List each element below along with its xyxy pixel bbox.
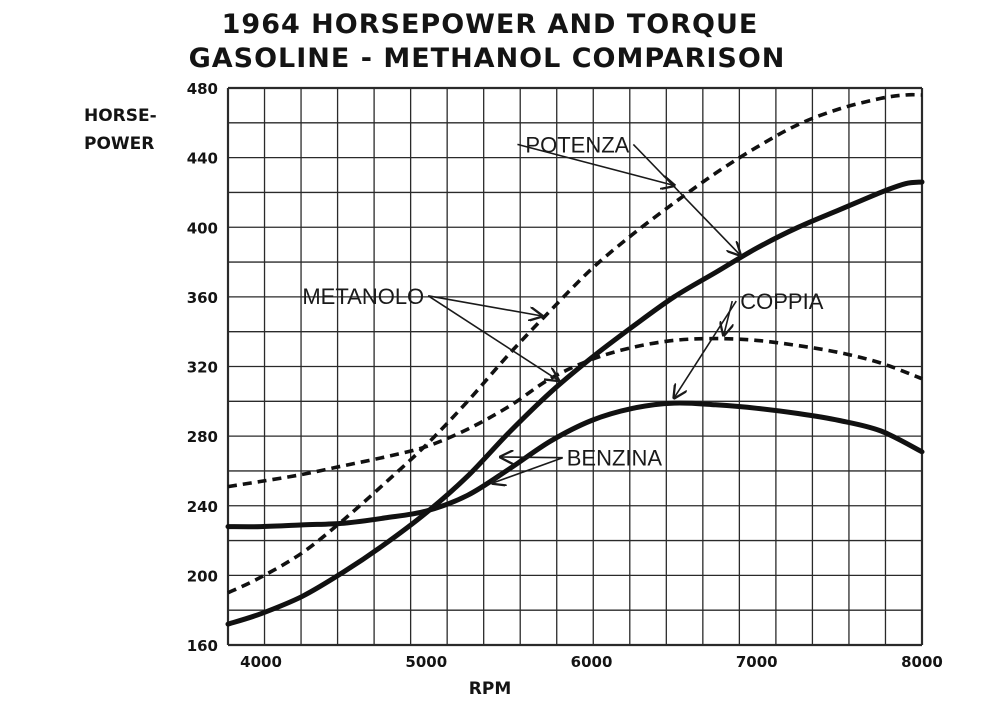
series-line-1 [227,92,923,595]
y-axis-label-line2: POWER [84,134,154,154]
annotation-arrow [501,457,563,458]
chart-title-line1: 1964 HORSEPOWER AND TORQUE [222,9,759,40]
x-tick-label: 8000 [901,653,943,671]
annotation-arrow [427,295,558,381]
y-axis-label-line1: HORSE- [84,106,157,126]
y-tick-label: 400 [187,219,218,237]
y-tick-label: 320 [187,359,218,377]
annotation-arrow [428,295,542,316]
y-tick-label: 200 [187,567,218,585]
y-tick-label: 240 [187,498,218,516]
x-axis-ticks: 4000 5000 6000 7000 8000 [240,653,943,671]
annotation-arrow [724,300,733,335]
series-line-3 [227,336,923,489]
series-lines [225,92,925,627]
series-line-2 [225,179,925,627]
y-tick-label: 480 [187,80,218,98]
grid [226,86,924,647]
annotation-label: COPPIA [740,289,823,314]
annotation-arrow [517,143,674,185]
x-tick-label: 6000 [571,653,613,671]
annotations: POTENZA METANOLO COPPIA BENZINA [302,132,824,483]
annotation-label: BENZINA [567,446,663,471]
annotation-label: METANOLO [302,284,424,309]
y-tick-label: 440 [187,150,218,168]
annotation-arrow [632,143,740,255]
x-tick-label: 7000 [736,653,778,671]
series-line-4 [225,400,925,530]
annotation-label: POTENZA [525,132,629,157]
annotation-arrow [674,300,737,398]
y-tick-label: 160 [187,637,218,655]
y-axis-ticks: 160 200 240 280 320 360 400 440 480 [187,80,218,655]
annotation-arrow [492,456,564,483]
x-tick-label: 4000 [240,653,282,671]
x-tick-label: 5000 [405,653,447,671]
y-tick-label: 280 [187,428,218,446]
y-tick-label: 360 [187,289,218,307]
chart-title-line2: GASOLINE - METHANOL COMPARISON [189,43,786,74]
x-axis-label: RPM [469,679,511,699]
